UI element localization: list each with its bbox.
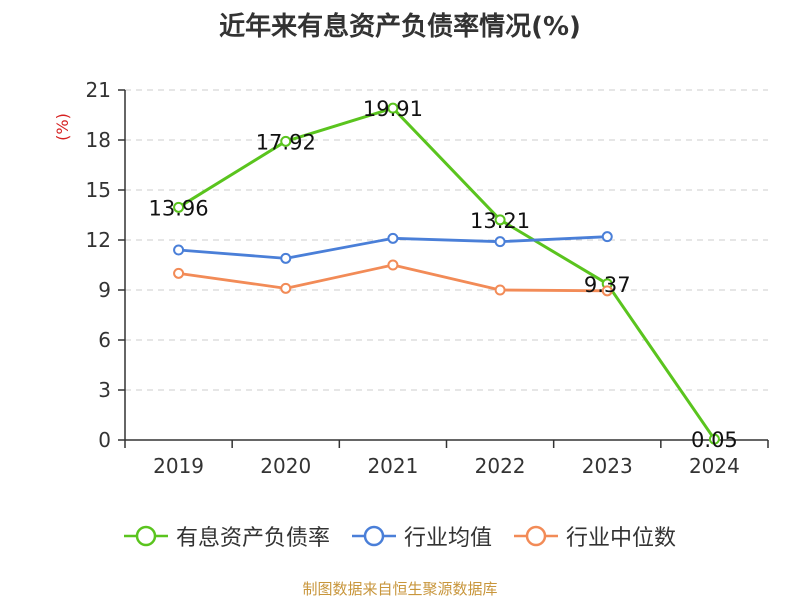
y-tick-label: 21 xyxy=(86,78,111,102)
data-point-2 xyxy=(280,282,292,294)
data-label: 9.37 xyxy=(584,273,631,297)
data-point-2 xyxy=(387,259,399,271)
legend-item-debt-ratio[interactable]: 有息资产负债率 xyxy=(123,520,330,552)
series-line-0 xyxy=(177,106,716,441)
data-point-2 xyxy=(173,267,185,279)
data-labels: 13.96 17.92 19.91 13.21 9.37 0.05 xyxy=(149,97,738,452)
data-point-1 xyxy=(601,231,613,243)
y-tick-label: 15 xyxy=(86,178,111,202)
data-point-0 xyxy=(708,433,720,445)
data-point-0 xyxy=(280,135,292,147)
data-point-0 xyxy=(387,102,399,114)
y-tick-label: 9 xyxy=(98,278,111,302)
legend-item-industry-median[interactable]: 行业中位数 xyxy=(514,520,676,552)
axes: 0 3 6 9 12 15 18 21 2019 2020 2021 2022 2023 2024 (%) xyxy=(53,78,769,478)
source-note: 制图数据来自恒生聚源数据库 xyxy=(302,580,498,598)
x-tick-label: 2024 xyxy=(689,454,740,478)
legend-marker-debt-ratio xyxy=(123,525,168,547)
y-tick-label: 6 xyxy=(98,328,111,352)
x-tick-label: 2019 xyxy=(153,454,204,478)
data-point-1 xyxy=(280,252,292,264)
y-tick-label: 0 xyxy=(98,428,111,452)
y-tick-label: 12 xyxy=(86,228,111,252)
data-point-0 xyxy=(494,214,506,226)
data-label: 13.21 xyxy=(470,209,530,233)
data-label: 19.91 xyxy=(363,97,423,121)
data-point-2 xyxy=(601,285,613,297)
legend: 有息资产负债率 行业均值 行业中位数 xyxy=(0,520,800,552)
chart-title: 近年来有息资产负债率情况(%) xyxy=(219,12,581,42)
data-point-2 xyxy=(494,284,506,296)
y-tick-label: 3 xyxy=(98,378,111,402)
data-label: 17.92 xyxy=(256,130,316,154)
data-point-0 xyxy=(173,201,185,213)
data-label: 0.05 xyxy=(691,428,738,452)
data-point-1 xyxy=(494,236,506,248)
x-tick-label: 2020 xyxy=(260,454,311,478)
series-lines xyxy=(173,102,720,445)
y-tick-label: 18 xyxy=(86,128,111,152)
x-tick-label: 2021 xyxy=(367,454,418,478)
x-tick-label: 2023 xyxy=(582,454,633,478)
legend-item-industry-mean[interactable]: 行业均值 xyxy=(351,520,492,552)
data-point-1 xyxy=(387,232,399,244)
legend-marker-industry-median xyxy=(514,525,558,547)
legend-label-debt-ratio: 有息资产负债率 xyxy=(175,526,330,551)
x-tick-label: 2022 xyxy=(475,454,526,478)
data-point-1 xyxy=(173,244,185,256)
data-label: 13.96 xyxy=(149,196,209,220)
legend-marker-industry-mean xyxy=(351,525,396,547)
legend-label-industry-median: 行业中位数 xyxy=(566,526,677,551)
y-axis-label: (%) xyxy=(53,113,72,141)
legend-label-industry-mean: 行业均值 xyxy=(403,526,492,551)
